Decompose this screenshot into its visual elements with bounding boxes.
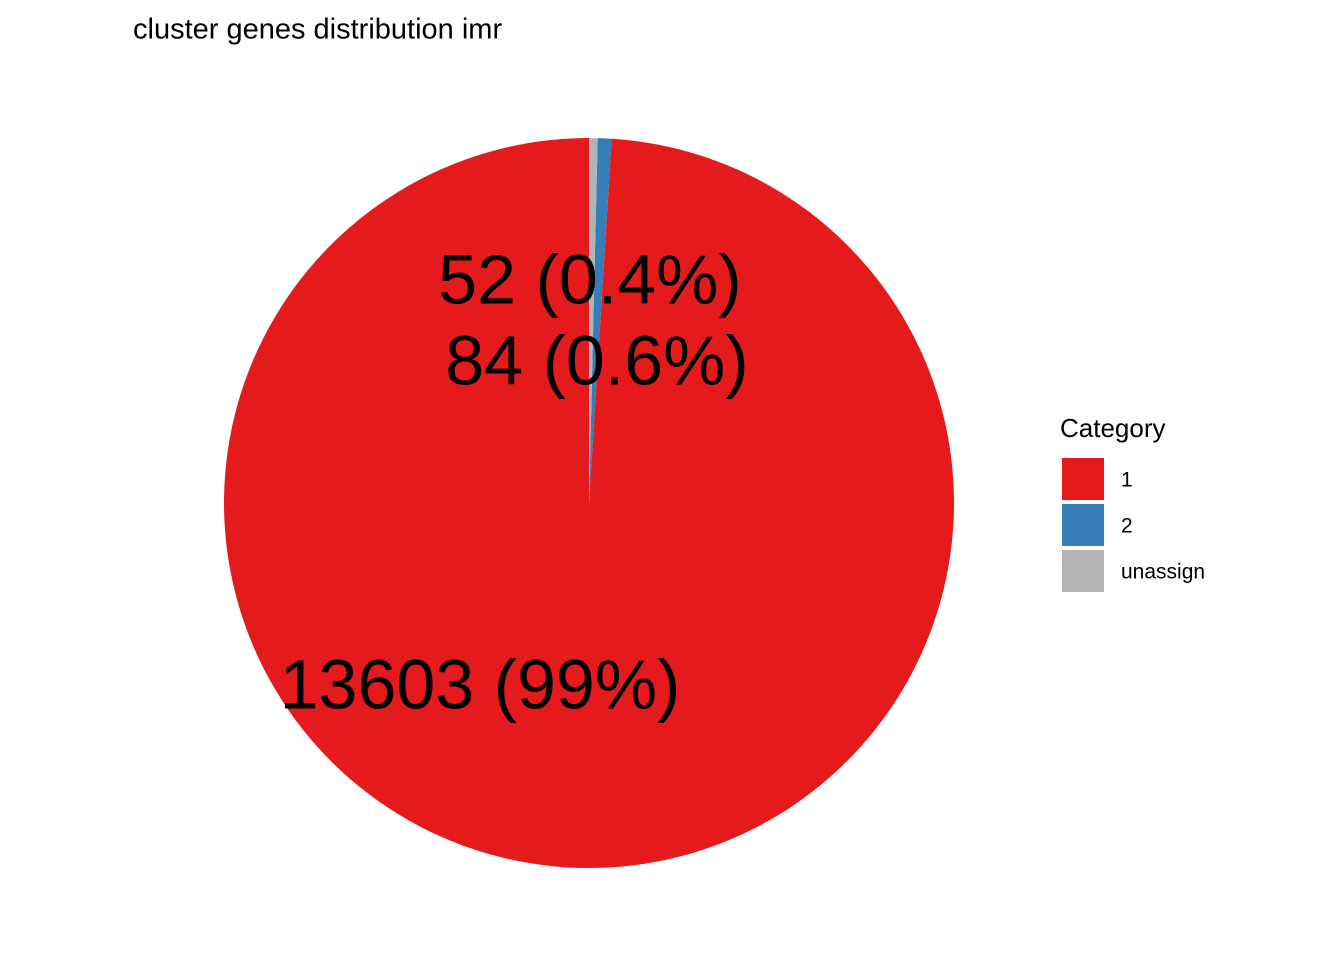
pie-slice [224,138,955,869]
legend-title: Category [1060,413,1166,443]
legend-key [1062,458,1104,500]
legend-key [1062,504,1104,546]
data-label: 52 (0.4%) [438,240,741,318]
pie-slice [589,138,612,503]
data-label: 13603 (99%) [280,645,681,723]
legend-key [1062,550,1104,592]
data-label: 84 (0.6%) [445,321,748,399]
pie-slice [589,138,598,503]
legend-label: unassign [1121,561,1205,584]
chart-title: cluster genes distribution imr [133,14,502,46]
legend-label: 1 [1121,469,1133,492]
legend-label: 2 [1121,515,1133,538]
